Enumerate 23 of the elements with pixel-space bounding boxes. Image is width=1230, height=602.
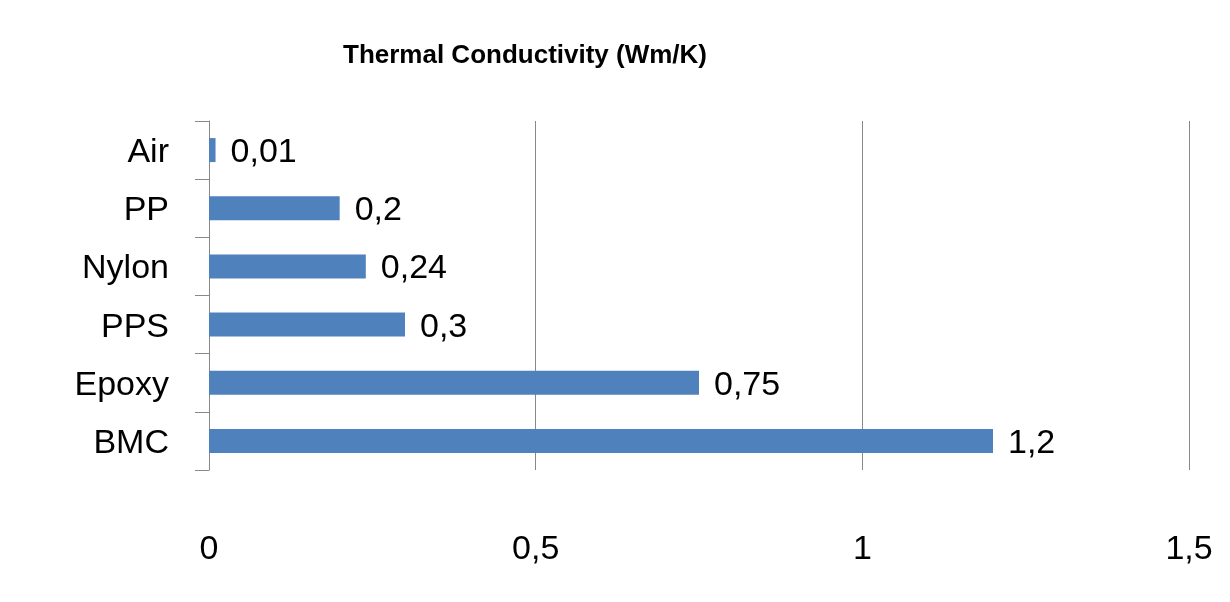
y-tick-label: Nylon xyxy=(82,247,169,286)
y-tick-label: PP xyxy=(123,189,169,228)
x-tick-label: 0,5 xyxy=(512,528,560,566)
data-label: 0,3 xyxy=(420,305,468,344)
bar xyxy=(209,196,340,221)
bar xyxy=(209,138,216,163)
bar xyxy=(209,254,366,279)
x-tick-label: 1,5 xyxy=(1165,528,1213,566)
bar xyxy=(209,370,699,395)
x-tick-label: 0 xyxy=(199,528,219,566)
data-label: 0,24 xyxy=(380,247,447,286)
y-tick-label: PPS xyxy=(100,305,169,344)
y-tick-label: BMC xyxy=(93,421,169,460)
data-label: 0,01 xyxy=(230,131,297,170)
chart-title: Thermal Conductivity (Wm/K) xyxy=(343,39,708,69)
bar xyxy=(209,312,405,337)
y-tick-label: Air xyxy=(127,131,169,170)
data-label: 0,75 xyxy=(714,363,781,402)
bar xyxy=(209,428,993,453)
x-tick-label: 1 xyxy=(852,528,872,566)
data-label: 0,2 xyxy=(354,189,402,228)
y-tick-label: Epoxy xyxy=(74,363,169,402)
data-label: 1,2 xyxy=(1008,421,1056,460)
